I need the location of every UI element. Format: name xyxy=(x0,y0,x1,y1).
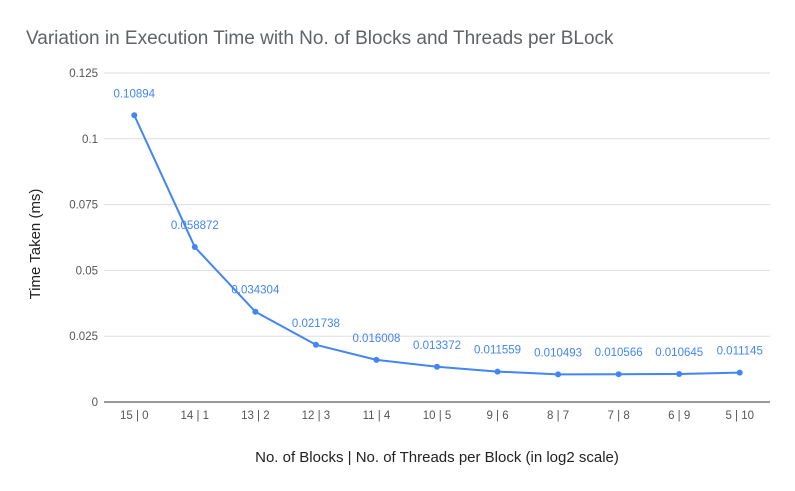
data-point xyxy=(434,363,440,370)
data-point xyxy=(615,371,622,378)
data-label: 0.021738 xyxy=(292,318,340,330)
x-axis-ticks: 15 | 0 14 | 1 13 | 2 12 | 3 11 | 4 10 | 5 9 | … xyxy=(120,410,754,422)
data-point xyxy=(252,308,259,315)
data-label: 0.011145 xyxy=(717,346,763,358)
data-labels: 0.10894 0.058872 0.034304 0.021738 0.016008 0… xyxy=(113,88,762,359)
data-point xyxy=(191,244,198,251)
x-tick-label: 13 | 2 xyxy=(241,410,270,422)
x-tick-label: 12 | 3 xyxy=(302,410,331,422)
data-label: 0.034304 xyxy=(231,285,280,297)
y-tick-label: 0.075 xyxy=(69,200,98,212)
y-tick-label: 0.025 xyxy=(69,331,98,343)
x-tick-label: 11 | 4 xyxy=(363,410,391,422)
x-tick-label: 14 | 1 xyxy=(181,410,210,422)
x-tick-label: 10 | 5 xyxy=(423,410,452,422)
series-line xyxy=(133,114,740,376)
chart-title: Variation in Execution Time with No. of … xyxy=(26,28,614,49)
data-point xyxy=(131,112,138,119)
data-label: 0.10894 xyxy=(113,88,155,100)
data-label: 0.016008 xyxy=(352,333,400,345)
y-tick-label: 0 xyxy=(92,397,98,409)
data-label: 0.013372 xyxy=(413,340,461,352)
y-tick-label: 0.125 xyxy=(69,68,98,80)
x-tick-label: 9 | 6 xyxy=(486,410,508,422)
data-label: 0.058872 xyxy=(171,220,219,232)
y-axis-title: Time Taken (ms) xyxy=(27,189,44,300)
y-axis-ticks: 0 0.025 0.05 0.075 0.1 0.125 xyxy=(69,68,98,409)
data-point xyxy=(736,369,743,376)
data-label: 0.010645 xyxy=(655,347,703,359)
x-axis-title: No. of Blocks | No. of Threads per Block… xyxy=(255,449,619,466)
data-point xyxy=(494,368,501,375)
data-point xyxy=(676,370,683,377)
series-layer xyxy=(131,112,743,378)
data-label: 0.010493 xyxy=(534,347,582,359)
x-tick-label: 15 | 0 xyxy=(120,410,149,422)
x-tick-label: 6 | 9 xyxy=(668,410,690,422)
gridlines xyxy=(104,72,770,403)
data-label: 0.010566 xyxy=(595,347,643,359)
y-tick-label: 0.1 xyxy=(82,134,98,146)
x-tick-label: 7 | 8 xyxy=(608,410,630,422)
data-label: 0.011559 xyxy=(474,345,521,357)
data-point xyxy=(555,371,562,378)
y-tick-label: 0.05 xyxy=(76,265,98,277)
x-tick-label: 8 | 7 xyxy=(547,410,569,422)
x-tick-label: 5 | 10 xyxy=(725,410,754,422)
data-point xyxy=(373,356,380,363)
data-point xyxy=(312,341,319,348)
